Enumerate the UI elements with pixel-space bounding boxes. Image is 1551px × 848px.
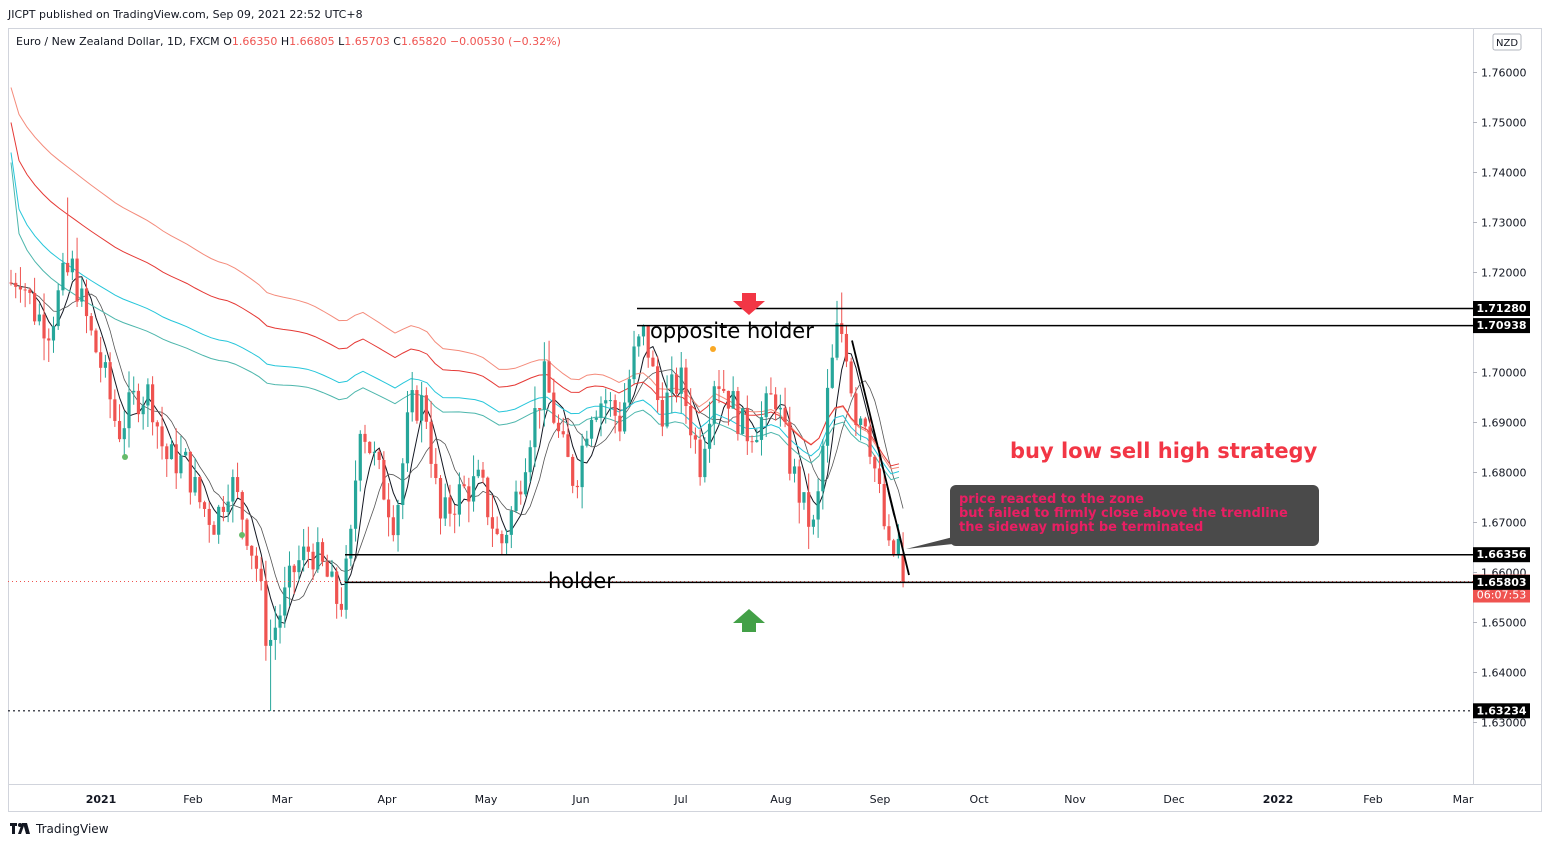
footer-brand-text: TradingView (36, 822, 109, 836)
low-value: 1.65703 (344, 35, 390, 48)
symbol-name: Euro / New Zealand Dollar, 1D, FXCM (16, 35, 220, 48)
high-value: 1.66805 (289, 35, 335, 48)
open-value: 1.66350 (231, 35, 278, 48)
high-label: H (280, 35, 290, 48)
footer-brand[interactable]: TradingView (10, 822, 109, 836)
close-label: C (393, 35, 401, 48)
open-label: O (223, 35, 232, 48)
chart-frame[interactable] (8, 28, 1542, 812)
change-value: −0.00530 (−0.32%) (449, 35, 561, 48)
tradingview-logo-icon (10, 823, 30, 834)
symbol-legend: Euro / New Zealand Dollar, 1D, FXCM O1.6… (16, 35, 561, 48)
low-label: L (338, 35, 345, 48)
publisher-line: JICPT published on TradingView.com, Sep … (8, 8, 363, 21)
close-value: 1.65820 (400, 35, 447, 48)
